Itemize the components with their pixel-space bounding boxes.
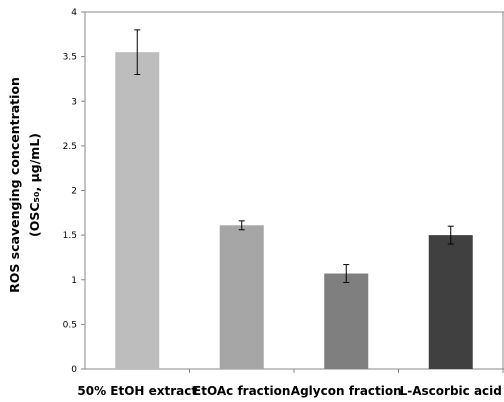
x-tick-label: L-Ascorbic acid bbox=[400, 384, 502, 398]
bar bbox=[428, 235, 473, 369]
error-bar bbox=[134, 29, 141, 75]
error-bar bbox=[343, 264, 350, 283]
y-tick-label: 0.5 bbox=[63, 320, 77, 330]
x-tick-label: 50% EtOH extract bbox=[77, 384, 197, 398]
y-tick-label: 3.5 bbox=[63, 53, 77, 63]
x-tick-label: Aglycon fraction bbox=[291, 384, 402, 398]
y-tick-label: 1.5 bbox=[63, 231, 77, 241]
y-tick-label: 0 bbox=[71, 365, 77, 375]
bar bbox=[219, 225, 264, 369]
y-tick-label: 4 bbox=[71, 8, 77, 18]
bars bbox=[115, 52, 473, 369]
x-tick-label: EtOAc fraction bbox=[193, 384, 290, 398]
y-axis-title-line1: ROS scavenging concentration bbox=[7, 77, 22, 293]
bar bbox=[324, 273, 369, 369]
y-tick-label: 2.5 bbox=[63, 142, 77, 152]
y-tick-label: 3 bbox=[71, 97, 77, 107]
y-tick-label: 2 bbox=[71, 187, 77, 197]
error-bars bbox=[134, 29, 454, 283]
bar bbox=[115, 52, 160, 369]
y-axis-title-line2: (OSC₅₀, μg/mL) bbox=[27, 133, 42, 237]
error-bar bbox=[447, 225, 454, 245]
y-tick-label: 1 bbox=[71, 276, 77, 286]
error-bar bbox=[238, 220, 245, 231]
y-axis-title: ROS scavenging concentration (OSC₅₀, μg/… bbox=[7, 77, 42, 293]
y-ticks: 0 0.5 1 1.5 2 2.5 3 3.5 4 bbox=[63, 8, 85, 375]
